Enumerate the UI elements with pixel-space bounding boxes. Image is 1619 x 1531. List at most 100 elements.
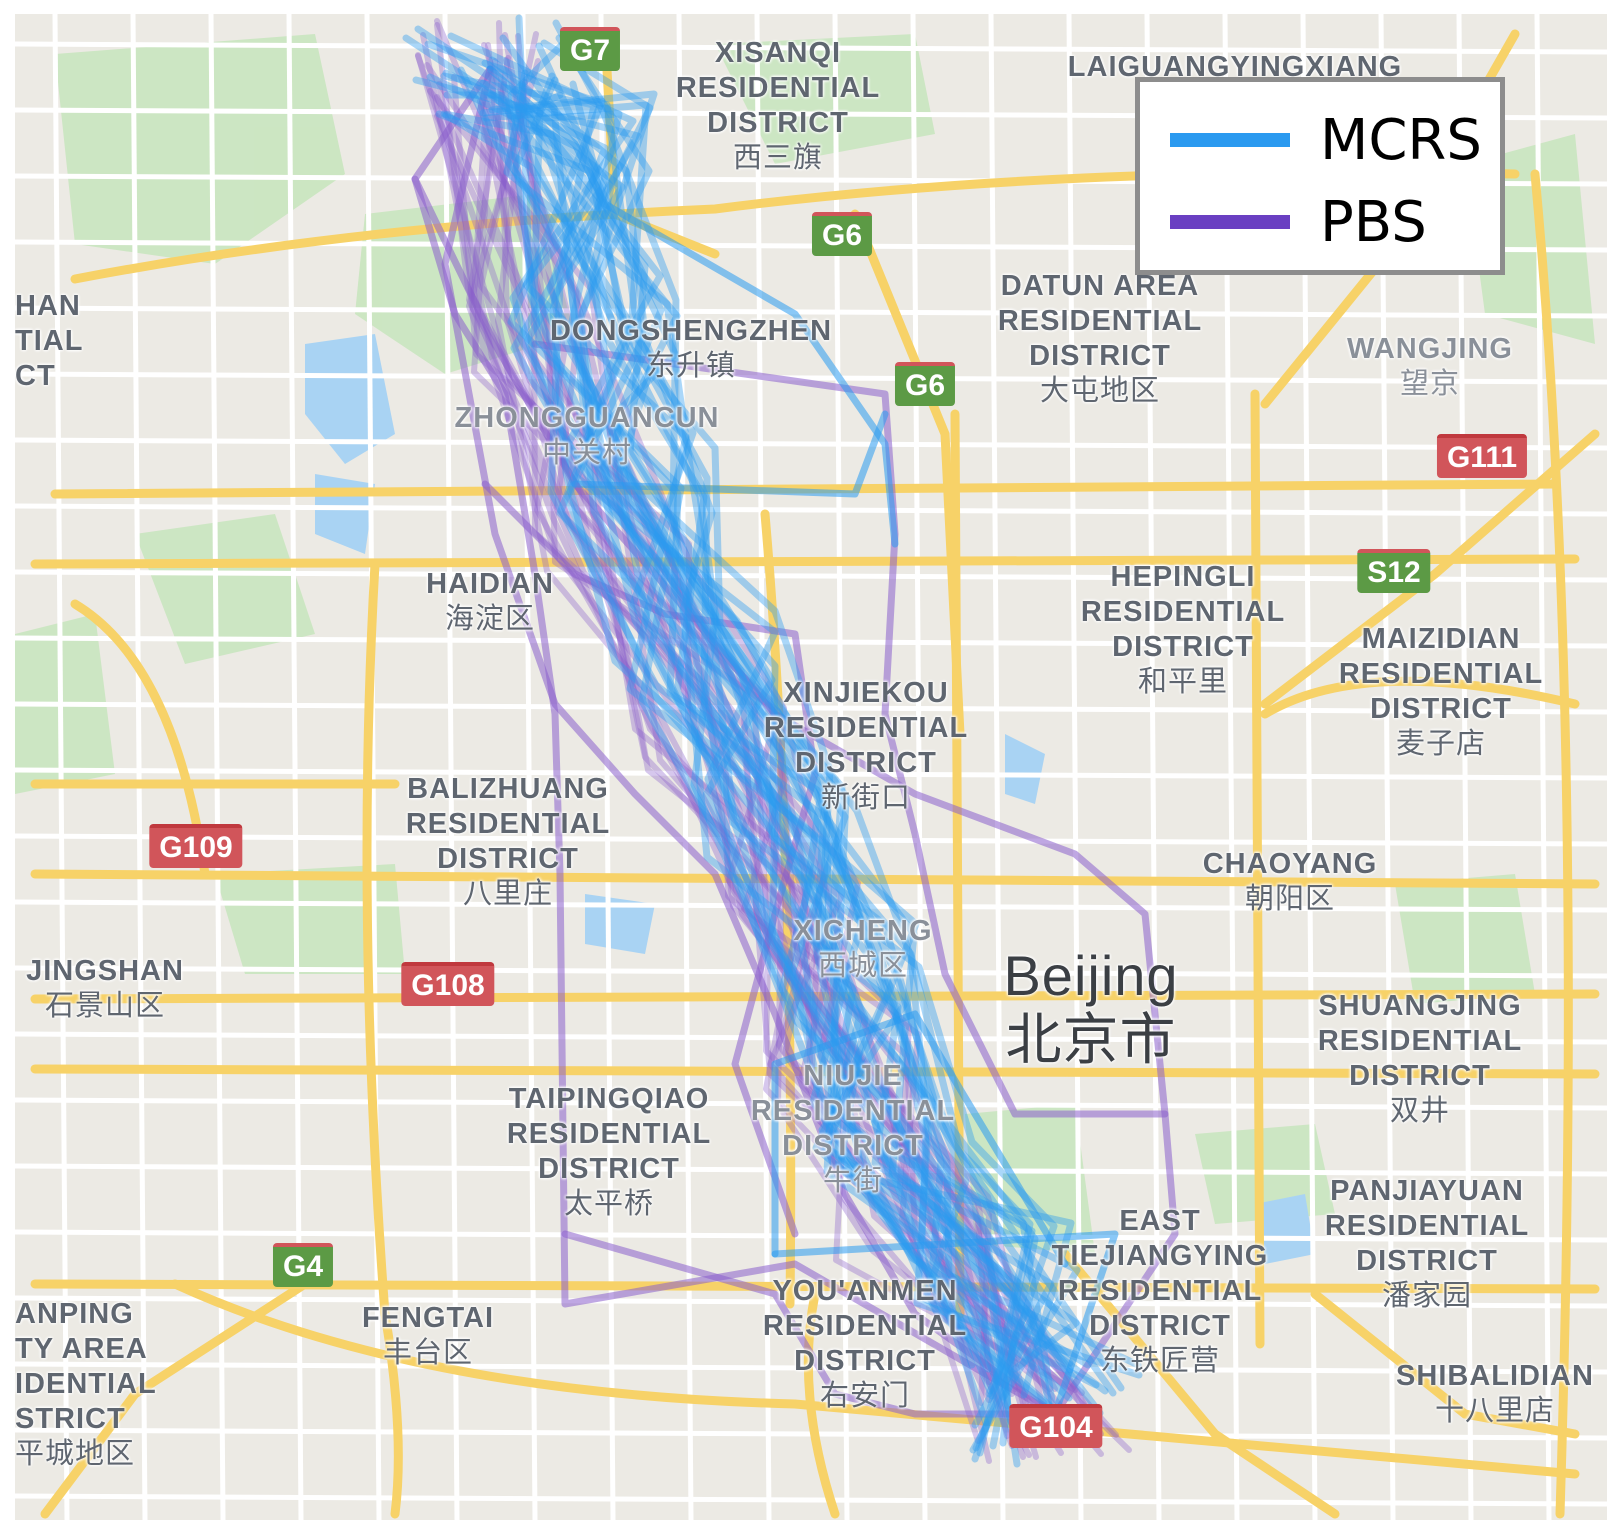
place-label-niujie: NIUJIE RESIDENTIAL DISTRICT 牛街 bbox=[750, 1060, 956, 1197]
mcrs-route-path bbox=[442, 69, 1021, 1468]
pbs-route-path bbox=[503, 57, 1048, 1417]
mcrs-route-path bbox=[440, 110, 1003, 1386]
mcrs-route-path bbox=[530, 72, 1117, 1397]
pbs-route-path bbox=[466, 55, 1018, 1392]
mcrs-route-path bbox=[522, 103, 1080, 1373]
place-label-east-tiejiangying: EAST TIEJIANGYING RESIDENTIAL DISTRICT 东铁… bbox=[1051, 1205, 1269, 1377]
pbs-route-path bbox=[411, 65, 1059, 1418]
highway-shield-g108: G108 bbox=[401, 962, 495, 1006]
highway-shield-s12: S12 bbox=[1357, 549, 1431, 593]
place-label-xinjiekou: XINJIEKOU RESIDENTIAL DISTRICT 新街口 bbox=[763, 677, 969, 814]
mcrs-route-path bbox=[522, 42, 1039, 1450]
place-label-hepingli: HEPINGLI RESIDENTIAL DISTRICT 和平里 bbox=[1080, 561, 1286, 698]
highway-shield-g104: G104 bbox=[1009, 1404, 1103, 1448]
place-label-xicheng: XICHENG 西城区 bbox=[793, 915, 933, 982]
place-label-balizhuang: BALIZHUANG RESIDENTIAL DISTRICT 八里庄 bbox=[405, 773, 611, 910]
pbs-route-path bbox=[420, 32, 1035, 1440]
place-label-partial-southwest: ANPING TY AREA IDENTIAL STRICT 平城地区 bbox=[15, 1298, 157, 1470]
mcrs-route-path bbox=[771, 1230, 1119, 1418]
mcrs-routes bbox=[402, 14, 1143, 1468]
place-label-zhongguancun: ZHONGGUANCUN 中关村 bbox=[454, 402, 720, 469]
pbs-route-path bbox=[561, 1230, 1059, 1418]
city-label-beijing: Beijing 北京市 bbox=[1003, 944, 1179, 1071]
legend-label-pbs: PBS bbox=[1320, 189, 1427, 255]
mcrs-route-path bbox=[479, 79, 994, 1395]
mcrs-route-path bbox=[486, 65, 899, 548]
pbs-route-path bbox=[501, 81, 1132, 1453]
legend-item-mcrs: MCRS bbox=[1170, 107, 1482, 173]
pbs-route-path bbox=[434, 18, 1026, 1460]
place-label-datun: DATUN AREA RESIDENTIAL DISTRICT 大屯地区 bbox=[997, 270, 1203, 407]
mcrs-route-path bbox=[443, 91, 1100, 1389]
pbs-route-path bbox=[451, 74, 1062, 1420]
pbs-route-path bbox=[496, 20, 992, 1464]
highway-shield-g6: G6 bbox=[811, 212, 873, 256]
pbs-routes bbox=[411, 18, 1179, 1464]
highway-shield-g109: G109 bbox=[149, 824, 243, 868]
mcrs-route-path bbox=[426, 73, 992, 1373]
place-label-jingshan: JINGSHAN 石景山区 bbox=[26, 955, 184, 1022]
legend-swatch-mcrs bbox=[1170, 133, 1290, 147]
mcrs-route-path bbox=[440, 72, 1034, 1400]
mcrs-route-path bbox=[510, 91, 1109, 1395]
mcrs-route-path bbox=[487, 91, 1075, 1399]
mcrs-route-path bbox=[482, 101, 1007, 1401]
legend-item-pbs: PBS bbox=[1170, 189, 1427, 255]
mcrs-route-path bbox=[402, 34, 1036, 1457]
mcrs-route-path bbox=[569, 80, 1033, 1398]
place-label-maizidian: MAIZIDIAN RESIDENTIAL DISTRICT 麦子店 bbox=[1338, 623, 1544, 760]
pbs-route-path bbox=[495, 79, 1064, 1456]
map-legend: MCRS PBS bbox=[1135, 77, 1505, 275]
legend-label-mcrs: MCRS bbox=[1320, 107, 1482, 173]
pbs-route-path bbox=[481, 480, 819, 1238]
pbs-route-path bbox=[470, 72, 1058, 1392]
pbs-route-path bbox=[471, 58, 1104, 1457]
mcrs-route-path bbox=[435, 110, 1055, 1419]
pbs-route-path bbox=[480, 102, 1015, 1449]
pbs-route-path bbox=[476, 85, 1039, 1445]
pbs-route-path bbox=[494, 113, 1119, 1438]
place-label-xisanqi: XISANQI RESIDENTIAL DISTRICT 西三旗 bbox=[675, 37, 881, 174]
pbs-route-path bbox=[436, 81, 992, 1385]
mcrs-route-path bbox=[503, 69, 1039, 1452]
place-label-haidian: HAIDIAN 海淀区 bbox=[426, 568, 554, 635]
pbs-route-path bbox=[415, 53, 992, 1406]
pbs-route-path bbox=[427, 88, 1039, 1460]
pbs-route-path bbox=[434, 22, 1015, 1397]
pbs-route-path bbox=[411, 175, 1179, 1418]
pbs-route-path bbox=[515, 33, 1085, 1396]
pbs-route-path bbox=[478, 31, 1032, 1458]
pbs-route-path bbox=[481, 42, 1010, 1439]
place-label-partial-west: HAN TIAL CT bbox=[15, 290, 84, 392]
mcrs-route-path bbox=[542, 110, 1143, 1379]
mcrs-route-path bbox=[424, 40, 1012, 1410]
mcrs-route-path bbox=[414, 25, 1056, 1405]
mcrs-route-path bbox=[481, 59, 990, 1427]
mcrs-route-path bbox=[555, 34, 1074, 1374]
mcrs-route-path bbox=[457, 66, 1022, 1447]
mcrs-route-path bbox=[540, 39, 1081, 1454]
pbs-route-path bbox=[477, 98, 1098, 1430]
mcrs-route-path bbox=[488, 90, 1055, 1429]
mcrs-route-path bbox=[515, 14, 1074, 1367]
mcrs-route-path bbox=[507, 32, 1104, 1417]
mcrs-route-path bbox=[447, 32, 1064, 1419]
map-canvas[interactable] bbox=[15, 14, 1607, 1520]
pbs-route-path bbox=[434, 94, 1078, 1393]
place-label-shibalidian: SHIBALIDIAN 十八里店 bbox=[1396, 1360, 1594, 1427]
pbs-route-path bbox=[415, 52, 1069, 1390]
place-label-dongshengzhen: DONGSHENGZHEN 东升镇 bbox=[549, 315, 833, 382]
mcrs-route-path bbox=[571, 410, 889, 498]
highway-shield-g111: G111 bbox=[1436, 434, 1528, 478]
pbs-route-path bbox=[466, 58, 1104, 1437]
highway-shield-g7: G7 bbox=[559, 27, 621, 71]
highway-shield-g6-south: G6 bbox=[894, 362, 956, 406]
pbs-route-path bbox=[434, 113, 1053, 1392]
pbs-route-path bbox=[502, 32, 992, 1403]
mcrs-route-path bbox=[442, 111, 976, 1369]
pbs-route-path bbox=[424, 62, 981, 1444]
mcrs-route-path bbox=[499, 34, 1125, 1392]
legend-swatch-pbs bbox=[1170, 215, 1290, 229]
mcrs-route-path bbox=[510, 76, 1142, 1369]
place-label-panjiayuan: PANJIAYUAN RESIDENTIAL DISTRICT 潘家园 bbox=[1324, 1175, 1530, 1312]
